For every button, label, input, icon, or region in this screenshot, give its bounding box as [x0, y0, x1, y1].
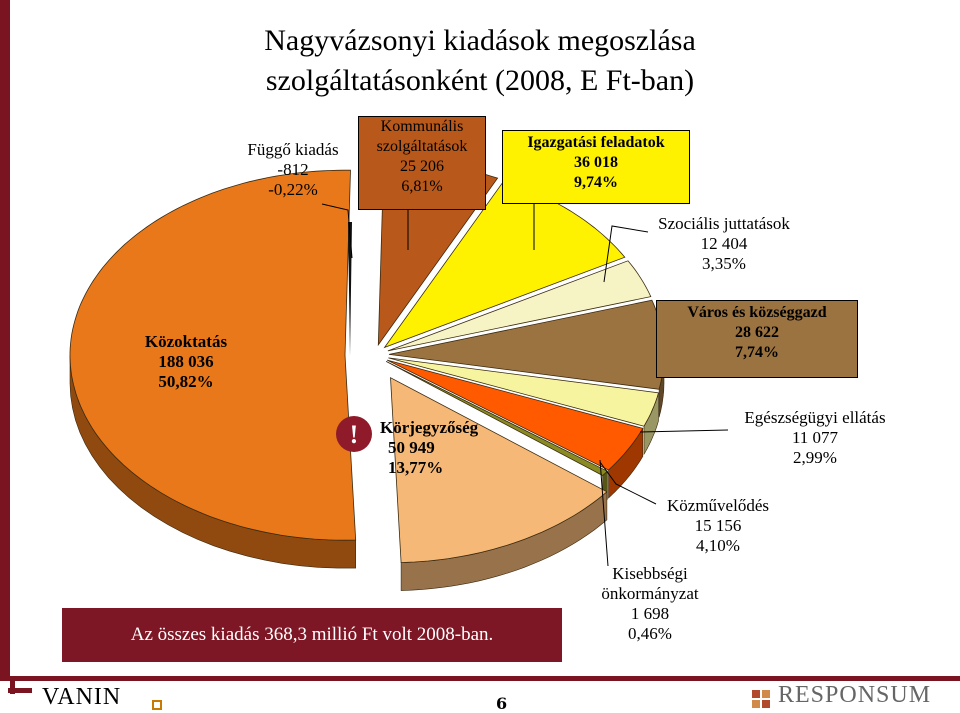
chart-title-line-1: Nagyvázsonyi kiadások megoszlása	[264, 24, 696, 57]
label-szocialis: Szociális juttatások 12 404 3,35%	[644, 214, 804, 274]
vanin-logo-square-icon	[152, 700, 162, 710]
warning-mark-text: !	[350, 420, 359, 449]
label-varos-value: 28 622	[735, 324, 779, 341]
label-kozmuvelodes: Közművelődés 15 156 4,10%	[648, 496, 788, 556]
leader-line-fuggo	[321, 203, 353, 259]
label-igazgatasi-pct: 9,74%	[574, 174, 618, 191]
label-varos-name: Város és községgazd	[687, 304, 827, 321]
label-kozmuvelodes-pct: 4,10%	[696, 536, 740, 555]
label-kisebbsegi-name2: önkormányzat	[601, 584, 699, 603]
label-korjegyzoseg-value: 50 949	[388, 438, 435, 457]
pie-slices	[69, 159, 665, 591]
decorative-vertical-bar	[0, 0, 10, 680]
label-korjegyzoseg: Körjegyzőség 50 949 13,77%	[380, 418, 510, 478]
label-kommunalis-name2: szolgáltatások	[376, 138, 468, 155]
label-fuggo-name: Függő kiadás	[247, 140, 339, 159]
total-expense-note: Az összes kiadás 368,3 millió Ft volt 20…	[62, 608, 562, 662]
leader-line-kisebbsegi	[599, 459, 609, 567]
label-igazgatasi-name: Igazgatási feladatok	[527, 134, 665, 151]
label-kommunalis-value: 25 206	[400, 158, 444, 175]
label-kommunalis: Kommunális szolgáltatások 25 206 6,81%	[358, 116, 486, 210]
leader-lines	[321, 200, 729, 567]
label-kommunalis-name1: Kommunális	[380, 118, 464, 135]
label-fuggo-value: -812	[277, 160, 309, 179]
label-egeszsegugyi: Egészségügyi ellátás 11 077 2,99%	[720, 408, 910, 468]
label-kisebbsegi: Kisebbségi önkormányzat 1 698 0,46%	[580, 564, 720, 644]
leader-line-szocialis	[603, 225, 649, 283]
responsum-logo: RESPONSUM	[778, 682, 932, 708]
pie-slice	[387, 260, 652, 352]
label-fuggo-pct: -0,22%	[268, 180, 318, 199]
label-kozoktatas: Közoktatás 188 036 50,82%	[126, 332, 246, 392]
leader-line-egeszsegugyi	[639, 429, 729, 433]
label-kozmuvelodes-value: 15 156	[694, 516, 742, 535]
decorative-horizontal-bar	[0, 676, 960, 681]
pie-slice	[390, 377, 608, 564]
label-korjegyzoseg-pct: 13,77%	[388, 458, 444, 477]
vanin-logo: VANIN	[42, 684, 122, 710]
leader-line-kozmuvelodes	[599, 461, 657, 505]
label-igazgatasi-value: 36 018	[574, 154, 618, 171]
label-egeszsegugyi-value: 11 077	[791, 428, 839, 447]
label-kozmuvelodes-name: Közművelődés	[667, 496, 769, 515]
label-kozoktatas-pct: 50,82%	[158, 372, 214, 391]
pie-slice	[69, 169, 357, 541]
label-fuggo: Függő kiadás -812 -0,22%	[228, 140, 358, 200]
label-szocialis-pct: 3,35%	[702, 254, 746, 273]
label-igazgatasi: Igazgatási feladatok 36 018 9,74%	[502, 130, 690, 204]
label-szocialis-name: Szociális juttatások	[658, 214, 790, 233]
label-kisebbsegi-value: 1 698	[630, 604, 670, 623]
label-kozoktatas-value: 188 036	[158, 352, 214, 371]
label-kommunalis-pct: 6,81%	[401, 178, 443, 195]
pie-slice	[388, 357, 660, 427]
label-kozoktatas-name: Közoktatás	[144, 332, 228, 351]
pie-slice	[387, 359, 644, 471]
label-varos-pct: 7,74%	[735, 344, 779, 361]
label-egeszsegugyi-pct: 2,99%	[793, 448, 837, 467]
label-egeszsegugyi-name: Egészségügyi ellátás	[744, 408, 886, 427]
label-varos: Város és községgazd 28 622 7,74%	[656, 300, 858, 378]
label-szocialis-value: 12 404	[700, 234, 748, 253]
chart-title-line-2: szolgáltatásonként (2008, E Ft-ban)	[265, 64, 695, 97]
label-korjegyzoseg-name: Körjegyzőség	[380, 418, 479, 437]
responsum-logo-icon	[752, 690, 770, 708]
label-kisebbsegi-name1: Kisebbségi	[612, 564, 688, 583]
label-kisebbsegi-pct: 0,46%	[628, 624, 672, 643]
decorative-corner-mark	[8, 688, 32, 693]
decorative-corner-mark	[10, 676, 15, 694]
warning-exclamation-icon: !	[336, 416, 372, 452]
pie-slice-fuggo	[348, 222, 352, 356]
page-number: 6	[496, 694, 508, 713]
